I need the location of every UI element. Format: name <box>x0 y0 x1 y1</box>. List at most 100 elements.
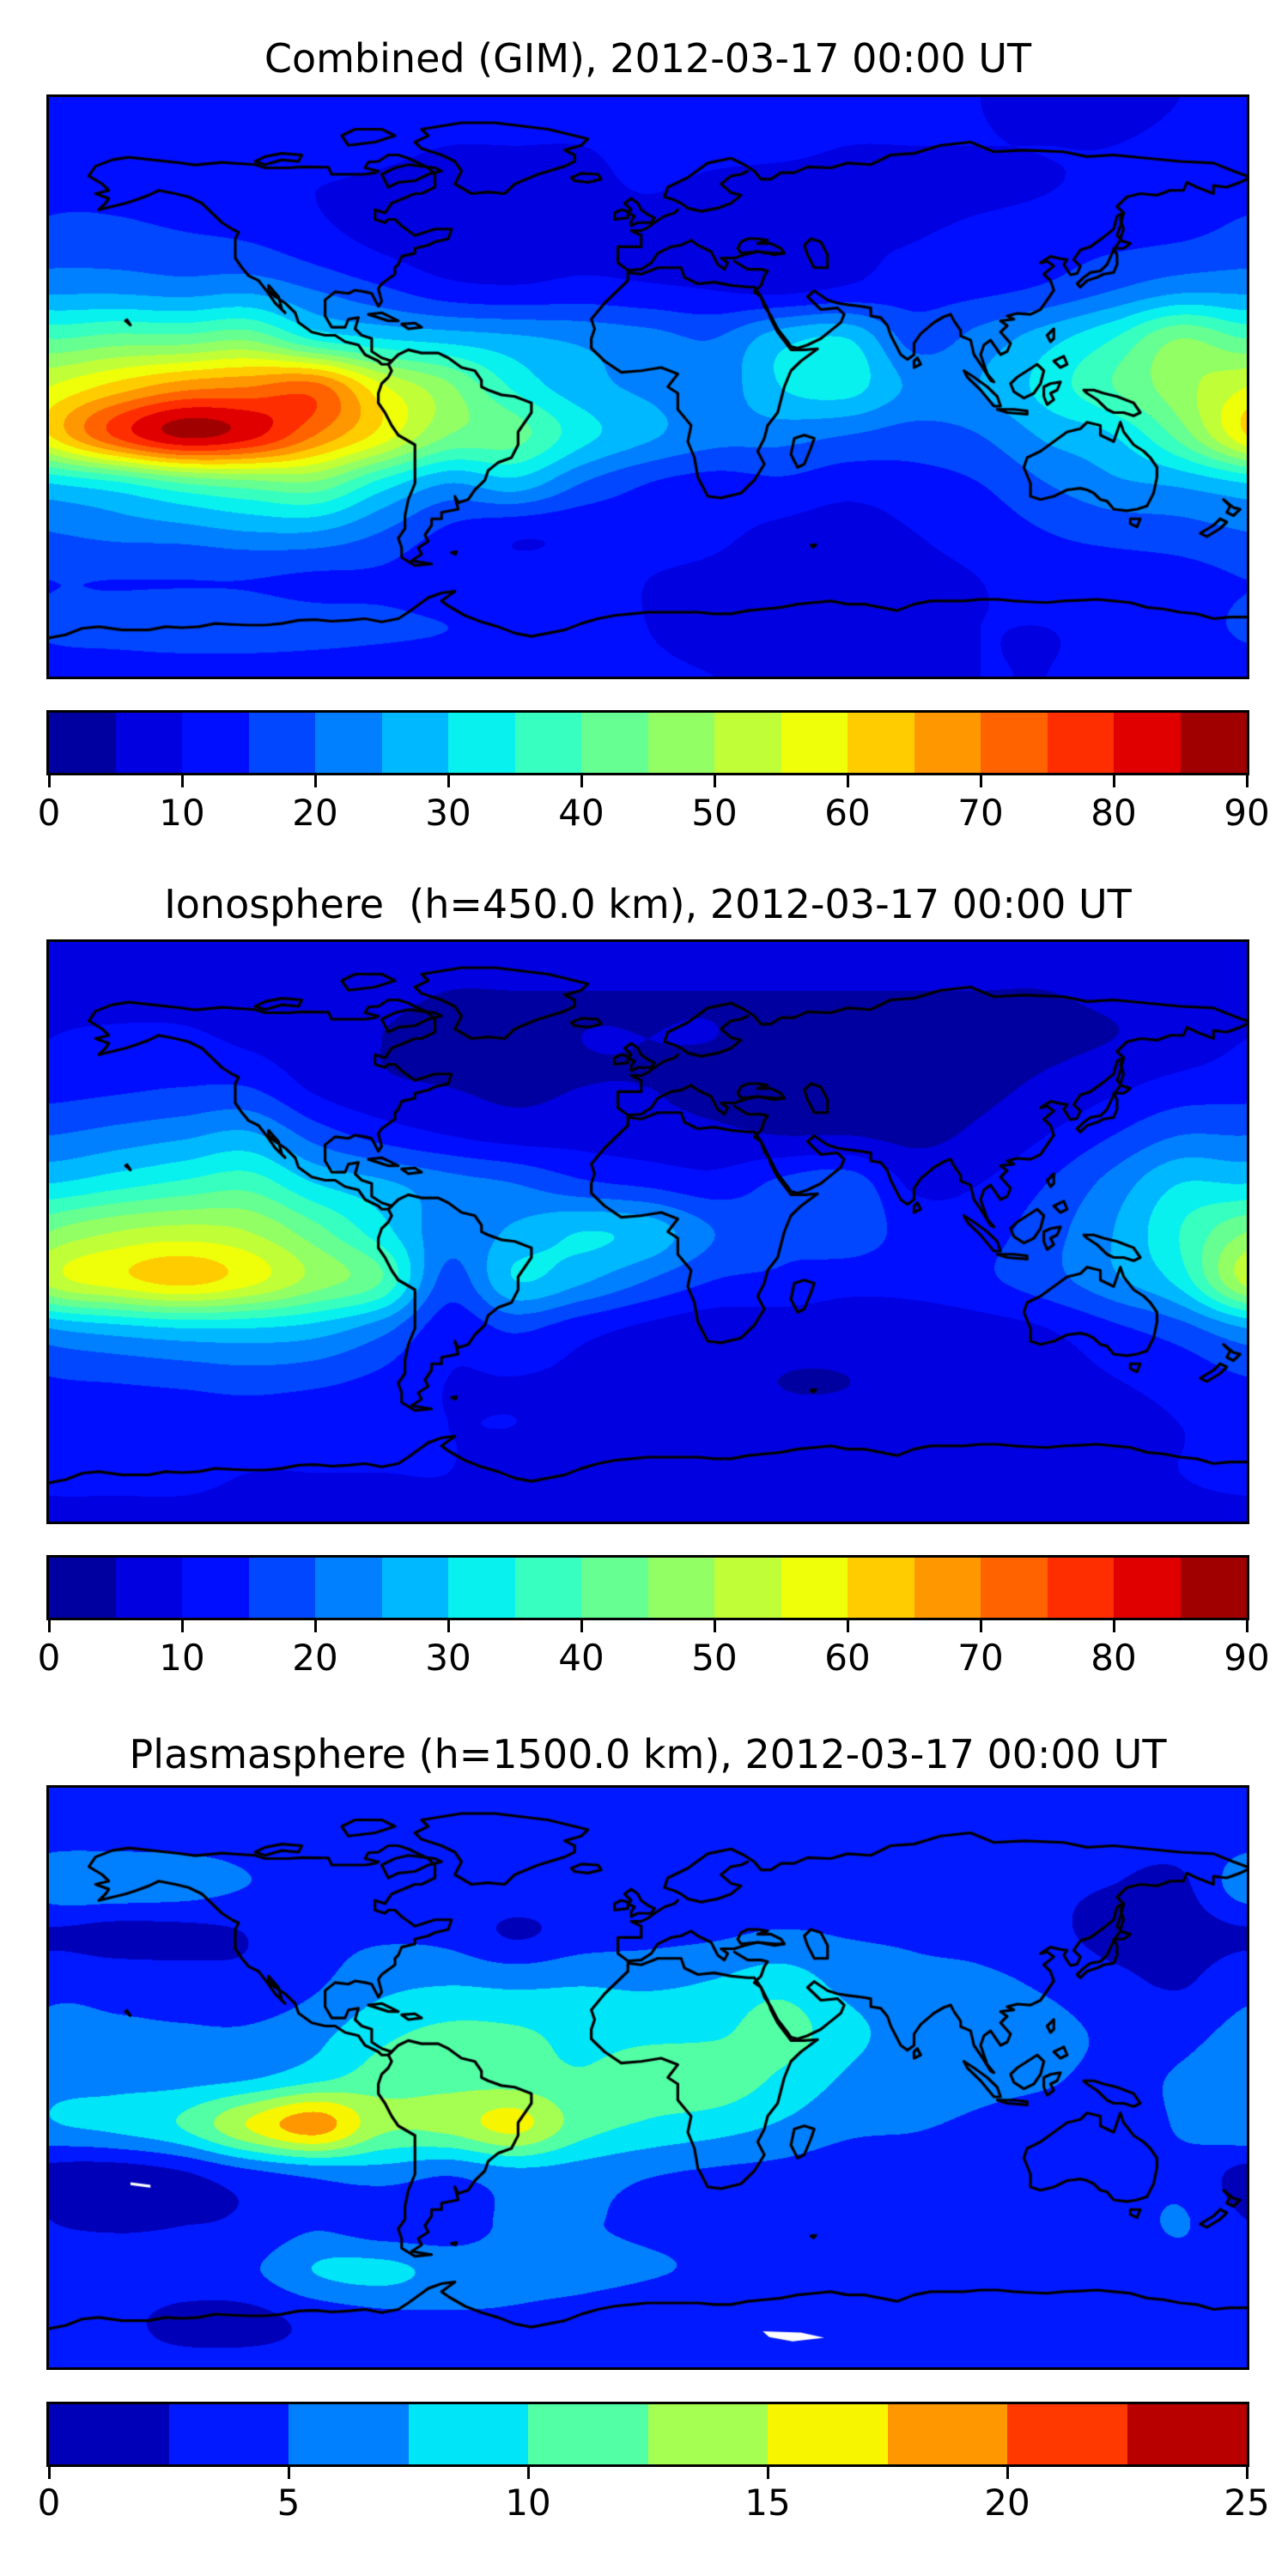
colorbar-segment <box>714 1558 781 1618</box>
colorbar-segment <box>581 713 648 773</box>
colorbar-tick <box>1112 775 1115 787</box>
colorbar-segment <box>887 2404 1007 2464</box>
colorbar-combined <box>46 710 1249 775</box>
colorbar-segment <box>248 713 315 773</box>
colorbar-tick <box>846 775 849 787</box>
colorbar-tick-label: 60 <box>824 1637 871 1679</box>
colorbar-segment <box>1047 1558 1114 1618</box>
colorbar-tick-label: 20 <box>292 792 338 834</box>
colorbar-tick <box>1245 775 1249 787</box>
colorbar-tick-label: 0 <box>37 1637 61 1679</box>
map-canvas-ionosphere <box>49 942 1247 1522</box>
colorbar-tick-label: 0 <box>37 792 61 834</box>
map-combined <box>46 94 1249 679</box>
colorbar-segment <box>1007 2404 1127 2464</box>
colorbar-tick <box>47 2467 51 2479</box>
colorbar-segment <box>1180 1558 1247 1618</box>
colorbar-tick <box>580 1620 583 1632</box>
colorbar-segment <box>315 1558 382 1618</box>
colorbar-segment <box>781 713 848 773</box>
colorbar-segment <box>408 2404 528 2464</box>
map-canvas-combined <box>49 97 1247 677</box>
colorbar-segment <box>381 1558 448 1618</box>
colorbar-tick-label: 5 <box>276 2482 301 2524</box>
colorbar-segment <box>115 713 182 773</box>
colorbar-tick <box>1005 2467 1009 2479</box>
colorbar-ionosphere <box>46 1555 1249 1620</box>
colorbar-segment <box>581 1558 648 1618</box>
colorbar-segment <box>768 2404 888 2464</box>
colorbar-tick <box>580 775 583 787</box>
colorbar-segment <box>381 713 448 773</box>
colorbar-tick <box>47 1620 51 1632</box>
colorbar-tick-label: 25 <box>1224 2482 1270 2524</box>
colorbar-tick-label: 10 <box>159 1637 205 1679</box>
map-canvas-plasmasphere <box>49 1788 1247 2367</box>
colorbar-tick-label: 40 <box>558 792 605 834</box>
colorbar-tick-label: 70 <box>957 792 1004 834</box>
colorbar-segment <box>848 1558 914 1618</box>
colorbar-tick-label: 40 <box>558 1637 605 1679</box>
colorbar-segment <box>1180 713 1247 773</box>
colorbar-tick-label: 90 <box>1224 1637 1270 1679</box>
panel-title-combined: Combined (GIM), 2012-03-17 00:00 UT <box>264 35 1032 82</box>
colorbar-segment <box>914 1558 981 1618</box>
colorbar-segment <box>714 713 781 773</box>
panel-title-plasmasphere: Plasmasphere (h=1500.0 km), 2012-03-17 0… <box>129 1731 1167 1777</box>
colorbar-segment <box>182 1558 249 1618</box>
map-ionosphere <box>46 939 1249 1524</box>
colorbar-plasmasphere <box>46 2402 1249 2467</box>
colorbar-tick-label: 30 <box>425 792 471 834</box>
colorbar-segment <box>49 1558 116 1618</box>
colorbar-tick-label: 20 <box>984 2482 1030 2524</box>
colorbar-segment <box>448 1558 515 1618</box>
map-plasmasphere <box>46 1785 1249 2370</box>
colorbar-tick <box>846 1620 849 1632</box>
colorbar-tick <box>447 1620 450 1632</box>
panel-title-ionosphere: Ionosphere (h=450.0 km), 2012-03-17 00:0… <box>164 881 1132 927</box>
colorbar-segment <box>248 1558 315 1618</box>
colorbar-tick-label: 80 <box>1091 792 1137 834</box>
colorbar-tick-label: 20 <box>292 1637 338 1679</box>
colorbar-segment <box>49 713 116 773</box>
colorbar-tick <box>713 775 716 787</box>
colorbar-segment <box>914 713 981 773</box>
colorbar-segment <box>115 1558 182 1618</box>
colorbar-tick-label: 0 <box>37 2482 61 2524</box>
colorbar-segment <box>514 713 581 773</box>
colorbar-tick <box>979 775 982 787</box>
colorbar-segment <box>1127 2404 1247 2464</box>
colorbar-tick <box>713 1620 716 1632</box>
colorbar-tick <box>180 775 184 787</box>
colorbar-tick <box>313 775 317 787</box>
colorbar-segment <box>289 2404 409 2464</box>
colorbar-tick <box>47 775 51 787</box>
colorbar-segment <box>981 713 1048 773</box>
colorbar-tick <box>1245 2467 1249 2479</box>
colorbar-tick <box>526 2467 530 2479</box>
colorbar-segment <box>781 1558 848 1618</box>
colorbar-segment <box>182 713 249 773</box>
colorbar-segment <box>168 2404 289 2464</box>
colorbar-tick-label: 80 <box>1091 1637 1137 1679</box>
colorbar-tick-label: 70 <box>957 1637 1004 1679</box>
colorbar-tick <box>180 1620 184 1632</box>
colorbar-tick-label: 90 <box>1224 792 1270 834</box>
colorbar-tick-label: 10 <box>159 792 205 834</box>
colorbar-segment <box>647 1558 714 1618</box>
colorbar-tick-label: 50 <box>691 792 738 834</box>
colorbar-tick <box>447 775 450 787</box>
colorbar-segment <box>49 2404 169 2464</box>
colorbar-segment <box>514 1558 581 1618</box>
colorbar-segment <box>1114 713 1181 773</box>
colorbar-tick-label: 30 <box>425 1637 471 1679</box>
colorbar-segment <box>981 1558 1048 1618</box>
colorbar-tick <box>313 1620 317 1632</box>
colorbar-tick <box>1245 1620 1249 1632</box>
colorbar-tick-label: 15 <box>744 2482 791 2524</box>
colorbar-tick-label: 10 <box>505 2482 551 2524</box>
colorbar-segment <box>647 713 714 773</box>
colorbar-tick <box>287 2467 290 2479</box>
colorbar-tick-label: 60 <box>824 792 871 834</box>
